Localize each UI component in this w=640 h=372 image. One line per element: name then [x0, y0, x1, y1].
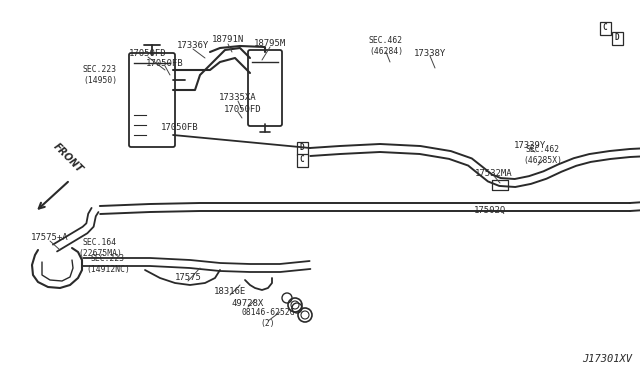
Text: 17532MA: 17532MA [475, 169, 513, 177]
Text: C: C [603, 23, 607, 32]
Text: 49728X: 49728X [232, 299, 264, 308]
Text: 17050FD: 17050FD [224, 105, 262, 113]
Text: SEC.223
(14950): SEC.223 (14950) [83, 65, 117, 85]
Text: 18316E: 18316E [214, 288, 246, 296]
Text: 17336Y: 17336Y [177, 42, 209, 51]
Text: 18791N: 18791N [212, 35, 244, 45]
Text: SEC.462
(46285X): SEC.462 (46285X) [524, 145, 563, 165]
Text: 17050FB: 17050FB [146, 58, 184, 67]
Text: 17575+A: 17575+A [31, 234, 69, 243]
Text: 17050FB: 17050FB [161, 124, 199, 132]
Text: 08146-6252G
(2): 08146-6252G (2) [241, 308, 295, 328]
Text: 17338Y: 17338Y [414, 48, 446, 58]
FancyBboxPatch shape [248, 50, 282, 126]
Text: 17575: 17575 [175, 273, 202, 282]
Text: 18795M: 18795M [254, 39, 286, 48]
Text: 17339Y: 17339Y [514, 141, 546, 150]
Text: D: D [300, 144, 304, 153]
Bar [611, 32, 623, 45]
Text: 17502Q: 17502Q [474, 205, 506, 215]
Text: 17335XA: 17335XA [219, 93, 257, 103]
Text: 17050FD: 17050FD [129, 49, 167, 58]
Text: D: D [614, 33, 620, 42]
Text: C: C [300, 155, 304, 164]
Text: SEC.164
(22675MA): SEC.164 (22675MA) [78, 238, 122, 258]
Text: SEC.223
(14912NC): SEC.223 (14912NC) [86, 254, 130, 274]
Text: J17301XV: J17301XV [582, 354, 632, 364]
Bar [600, 22, 611, 35]
Text: FRONT: FRONT [51, 142, 84, 175]
FancyBboxPatch shape [129, 53, 175, 147]
Text: SEC.462
(46284): SEC.462 (46284) [369, 36, 403, 56]
Bar [296, 154, 307, 167]
Bar [296, 141, 307, 154]
